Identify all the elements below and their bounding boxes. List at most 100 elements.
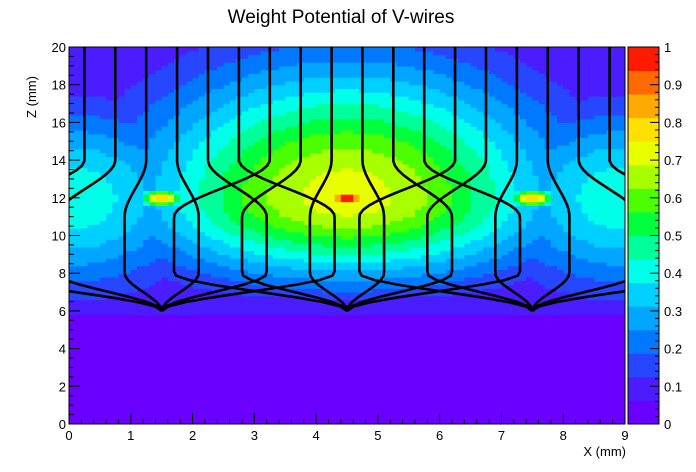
heatmap-cell [532, 386, 540, 391]
heatmap-cell [167, 299, 175, 304]
heatmap-cell [229, 344, 237, 350]
heatmap-cell [112, 367, 120, 372]
heatmap-cell [532, 288, 540, 293]
heatmap-cell [408, 224, 416, 229]
heatmap-cell [513, 258, 521, 263]
heatmap-cell [297, 359, 305, 365]
heatmap-cell [482, 216, 490, 222]
heatmap-cell [408, 280, 416, 286]
heatmap-cell [81, 220, 89, 225]
heatmap-cell [557, 216, 564, 222]
heatmap-cell [297, 329, 305, 335]
heatmap-cell [452, 371, 459, 376]
heatmap-cell [612, 405, 620, 410]
heatmap-cell [167, 374, 175, 380]
heatmap-cell [402, 401, 410, 406]
heatmap-cell [186, 246, 194, 252]
heatmap-cell [439, 408, 447, 414]
heatmap-cell [550, 254, 558, 259]
heatmap-cell [365, 292, 373, 297]
heatmap-cell [279, 371, 286, 376]
heatmap-cell [217, 348, 225, 353]
heatmap-cell [470, 363, 478, 369]
heatmap-cell [550, 341, 558, 346]
heatmap-cell [118, 318, 126, 323]
heatmap-cell [618, 239, 625, 244]
heatmap-cell [309, 284, 317, 289]
heatmap-cell [557, 356, 564, 361]
heatmap-cell [581, 356, 589, 361]
heatmap-cell [254, 250, 262, 255]
heatmap-cell [489, 231, 496, 237]
heatmap-cell [248, 224, 255, 229]
heatmap-cell [322, 231, 330, 237]
heatmap-cell [87, 299, 95, 304]
heatmap-cell [470, 371, 478, 376]
heatmap-cell [285, 273, 292, 278]
heatmap-cell [600, 341, 608, 346]
heatmap-cell [600, 243, 608, 248]
heatmap-cell [594, 329, 601, 335]
heatmap-cell [180, 322, 187, 327]
heatmap-cell [87, 239, 95, 244]
heatmap-cell [99, 416, 107, 421]
heatmap-cell [328, 356, 336, 361]
heatmap-cell [612, 224, 620, 229]
heatmap-cell [544, 235, 552, 240]
heatmap-cell [69, 254, 76, 259]
heatmap-cell [396, 276, 404, 282]
heatmap-cell [297, 212, 305, 218]
heatmap-cell [594, 276, 601, 282]
heatmap-cell [526, 337, 533, 342]
heatmap-cell [198, 288, 206, 293]
heatmap-cell [489, 329, 496, 335]
heatmap-cell [519, 397, 527, 402]
heatmap-cell [396, 378, 404, 384]
heatmap-cell [377, 227, 385, 233]
heatmap-cell [495, 299, 503, 304]
heatmap-cell [211, 227, 218, 233]
heatmap-cell [328, 408, 336, 414]
heatmap-cell [519, 378, 527, 384]
heatmap-cell [93, 250, 101, 255]
heatmap-cell [606, 318, 614, 323]
heatmap-cell [204, 371, 212, 376]
heatmap-cell [198, 356, 206, 361]
heatmap-cell [513, 246, 521, 252]
chart-title: Weight Potential of V-wires [228, 7, 455, 28]
heatmap-cell [260, 250, 268, 255]
heatmap-cell [93, 408, 101, 414]
heatmap-cell [174, 220, 181, 225]
heatmap-cell [161, 408, 169, 414]
heatmap-cell [600, 261, 608, 267]
heatmap-cell [594, 382, 601, 387]
heatmap-cell [501, 250, 509, 255]
heatmap-cell [489, 325, 496, 331]
heatmap-cell [260, 284, 268, 289]
heatmap-cell [359, 352, 367, 357]
heatmap-cell [229, 322, 237, 327]
heatmap-cell [445, 367, 453, 372]
heatmap-cell [421, 303, 428, 308]
heatmap-cell [371, 224, 379, 229]
heatmap-cell [143, 382, 150, 387]
heatmap-cell [581, 258, 589, 263]
heatmap-cell [211, 356, 218, 361]
heatmap-cell [285, 220, 292, 225]
heatmap-cell [174, 322, 181, 327]
heatmap-cell [618, 348, 625, 353]
heatmap-cell [149, 374, 157, 380]
heatmap-cell [167, 243, 175, 248]
heatmap-cell [334, 227, 342, 233]
heatmap-cell [260, 401, 268, 406]
heatmap-cell [211, 386, 218, 391]
heatmap-cell [618, 359, 625, 365]
heatmap-cell [594, 273, 601, 278]
heatmap-cell [124, 227, 132, 233]
heatmap-cell [328, 352, 336, 357]
heatmap-cell [371, 393, 379, 399]
heatmap-cell [143, 359, 150, 365]
heatmap-cell [618, 318, 625, 323]
heatmap-cell [223, 356, 231, 361]
heatmap-cell [606, 265, 614, 271]
